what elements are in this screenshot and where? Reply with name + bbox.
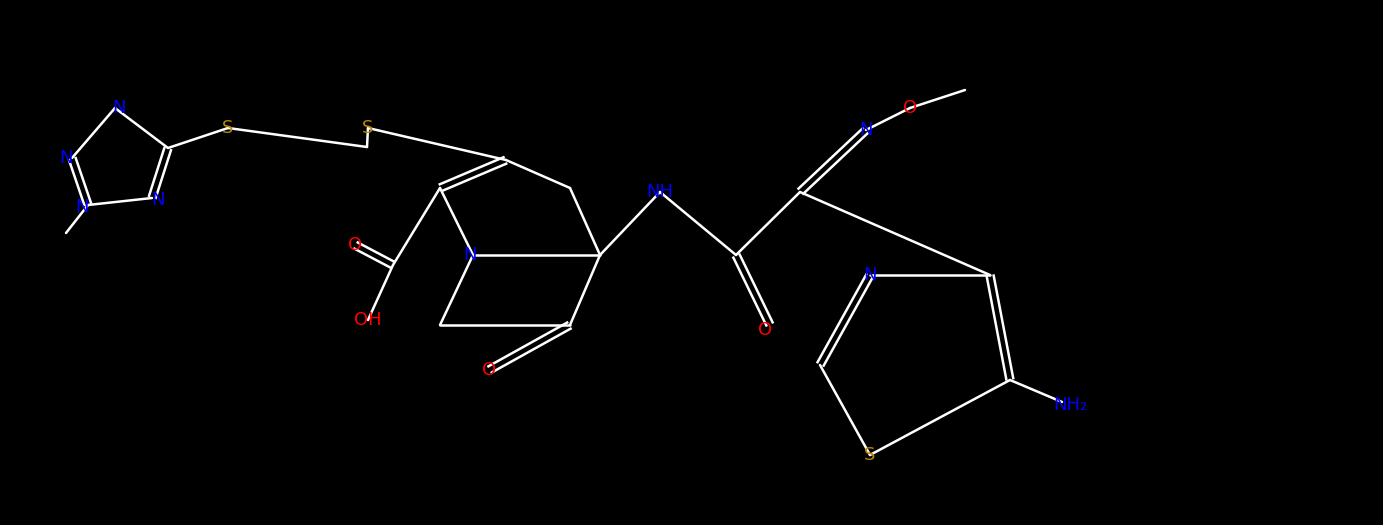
- Text: O: O: [481, 361, 496, 379]
- Text: NH₂: NH₂: [1052, 396, 1087, 414]
- Text: O: O: [349, 236, 362, 254]
- Text: N: N: [863, 266, 877, 284]
- Text: O: O: [758, 321, 772, 339]
- Text: N: N: [151, 191, 165, 209]
- Text: NH: NH: [646, 183, 674, 201]
- Text: S: S: [223, 119, 234, 137]
- Text: O: O: [903, 99, 917, 117]
- Text: S: S: [864, 446, 875, 464]
- Text: N: N: [112, 99, 126, 117]
- Text: N: N: [59, 149, 73, 167]
- Text: N: N: [859, 121, 873, 139]
- Text: N: N: [463, 246, 477, 264]
- Text: N: N: [75, 198, 89, 216]
- Text: OH: OH: [354, 311, 382, 329]
- Text: S: S: [362, 119, 373, 137]
